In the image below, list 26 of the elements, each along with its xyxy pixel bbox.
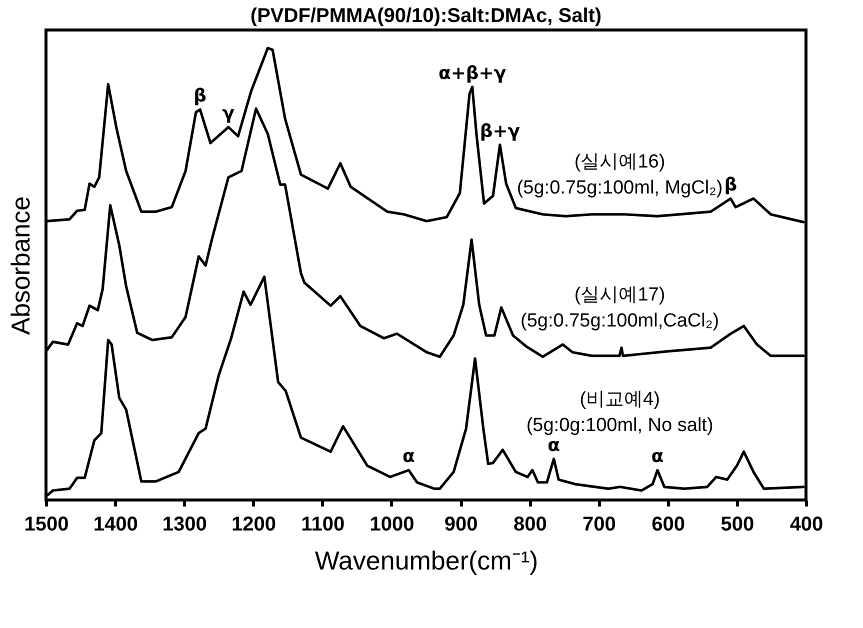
x-tick-label: 900 xyxy=(444,514,478,536)
annotation: α xyxy=(402,446,415,468)
x-tick-label: 1200 xyxy=(232,514,276,536)
x-tick-label: 1000 xyxy=(370,514,414,536)
annotation: β xyxy=(724,174,738,196)
x-axis-title: Wavenumber(cm⁻¹) xyxy=(314,546,538,576)
x-tick-label: 700 xyxy=(582,514,616,536)
series-label: (실시예16) (5g:0.75g:100ml, MgCl₂) xyxy=(516,152,723,199)
y-axis-title: Absorbance xyxy=(6,196,36,335)
annotation: α+β+γ xyxy=(438,62,506,84)
chart-title: (PVDF/PMMA(90/10):Salt:DMAc, Salt) xyxy=(250,5,602,27)
x-tick-label: 400 xyxy=(790,514,824,536)
series-label: (비교예4) (5g:0g:100ml, No salt) xyxy=(526,388,714,436)
x-tick-label: 500 xyxy=(720,514,754,536)
x-tick-label: 800 xyxy=(513,514,547,536)
x-tick-label: 1400 xyxy=(93,514,138,536)
annotation: α xyxy=(548,434,560,456)
x-tick-label: 1500 xyxy=(24,514,69,536)
x-tick-label: 1300 xyxy=(162,514,207,536)
annotation: β xyxy=(194,86,207,107)
annotation: γ xyxy=(222,103,235,124)
annotation: α xyxy=(651,446,664,468)
x-tick-label: 600 xyxy=(652,514,686,536)
x-tick-label: 1100 xyxy=(301,514,345,536)
series-label: (실시예17) (5g:0.75g:100ml,CaCl₂) xyxy=(520,284,720,332)
annotation: β+γ xyxy=(480,120,520,142)
